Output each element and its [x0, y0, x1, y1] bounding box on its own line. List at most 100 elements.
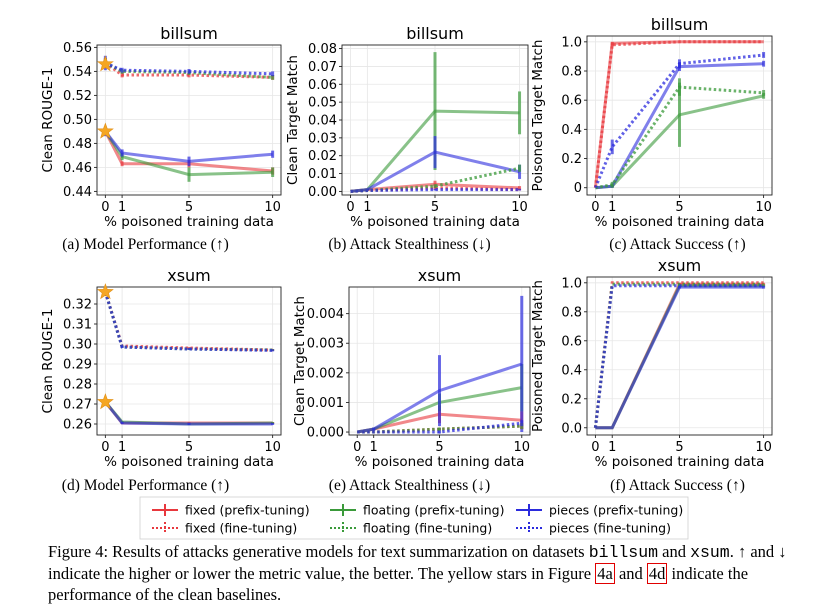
y-tick-label: 0.50 — [63, 113, 92, 128]
y-axis-label: Clean Target Match — [292, 296, 308, 426]
y-tick-label: 0.56 — [63, 41, 92, 56]
y-tick-label: 0.4 — [561, 363, 582, 378]
clean-baseline-star — [96, 283, 114, 300]
y-axis-label: Poisoned Target Match — [530, 40, 546, 192]
y-tick-label: 0.06 — [308, 78, 337, 93]
x-tick-label: 0 — [346, 200, 354, 215]
series-line-pieces-fine-tuning — [593, 284, 764, 428]
chart-xsum-clean-rouge: 0.26 0.27 0.28 0.29 0.30 0.31 0.32 0 1 5 10 xsum % p… — [40, 266, 282, 470]
x-tick-label: 0 — [101, 440, 109, 455]
y-tick-label: 0.8 — [561, 305, 582, 320]
x-tick-label: 5 — [185, 200, 193, 215]
figure-ref-4a[interactable]: 4a — [595, 563, 615, 584]
x-tick-label: 10 — [513, 440, 530, 455]
y-tick-label: 0.8 — [561, 65, 582, 80]
y-tick-label: 0.32 — [63, 298, 92, 313]
x-tick-label: 0 — [353, 440, 361, 455]
chart-billsum-clean-target-match: 0.00 0.01 0.02 0.03 0.04 0.05 0.06 0.07 0.08 0 1 5 1… — [285, 24, 529, 230]
y-tick-label: 0.48 — [63, 137, 92, 152]
legend-label: pieces (fine-tuning) — [549, 521, 671, 536]
chart-title: xsum — [658, 256, 702, 275]
x-tick-label: 1 — [118, 200, 126, 215]
x-axis-label: % poisoned training data — [350, 214, 520, 230]
y-tick-label: 0.00 — [308, 185, 337, 200]
y-axis-label: Poisoned Target Match — [530, 280, 546, 432]
clean-baseline-star — [96, 393, 114, 410]
caption-text-4: indicate the performance of the clean ba… — [48, 564, 749, 604]
series-line-pieces-prefix-tuning — [104, 401, 273, 426]
chart-title: billsum — [651, 15, 709, 34]
subcaption-a: (a) Model Performance (↑) — [62, 236, 229, 253]
x-tick-label: 0 — [591, 200, 599, 215]
y-axis-label: Clean ROUGE-1 — [40, 309, 56, 414]
series-line-pieces-prefix-tuning — [350, 150, 520, 193]
x-tick-label: 5 — [435, 440, 443, 455]
x-tick-label: 0 — [101, 200, 109, 215]
chart-title: xsum — [418, 266, 462, 285]
y-tick-label: 0.28 — [63, 378, 92, 393]
y-tick-label: 0.6 — [561, 94, 582, 109]
x-tick-label: 1 — [363, 200, 371, 215]
subcaption-b: (b) Attack Stealthiness (↓) — [328, 236, 491, 253]
y-axis-label: Clean Target Match — [285, 55, 301, 185]
chart-title: billsum — [160, 24, 218, 43]
x-axis-label: % poisoned training data — [104, 214, 274, 230]
x-tick-label: 5 — [431, 200, 439, 215]
y-tick-label: 0.6 — [561, 334, 582, 349]
y-tick-label: 0.000 — [307, 426, 344, 441]
x-tick-label: 10 — [511, 200, 528, 215]
legend-label: floating (prefix-tuning) — [363, 503, 505, 518]
y-axis-label: Clean ROUGE-1 — [40, 68, 56, 173]
y-tick-label: 0.46 — [63, 161, 92, 176]
y-tick-label: 0.52 — [63, 89, 92, 104]
chart-xsum-clean-target-match: 0.000 0.001 0.002 0.003 0.004 0 1 5 10 xsum % pois… — [292, 266, 531, 470]
subcaption-e: (e) Attack Stealthiness (↓) — [328, 477, 491, 494]
caption-text-3: and — [614, 564, 647, 583]
y-tick-label: 0.29 — [63, 358, 92, 373]
legend-label: fixed (prefix-tuning) — [185, 503, 310, 518]
caption-and: and — [658, 542, 691, 561]
figure-ref-4d[interactable]: 4d — [646, 563, 668, 584]
caption-text-2: . ↑ and ↓ indicate the higher or lower t… — [48, 542, 787, 583]
y-tick-label: 1.0 — [561, 276, 582, 291]
x-tick-label: 0 — [591, 440, 599, 455]
x-tick-label: 5 — [675, 440, 683, 455]
y-tick-label: 0 — [574, 181, 582, 196]
legend-label: fixed (fine-tuning) — [185, 521, 297, 536]
y-tick-label: 0.02 — [308, 149, 337, 164]
x-tick-label: 1 — [370, 440, 378, 455]
subcaption-d: (d) Model Performance (↑) — [61, 477, 230, 494]
chart-title: billsum — [406, 24, 464, 43]
series-line-fixed-prefix-tuning — [593, 40, 764, 188]
legend: fixed (prefix-tuning) floating (prefix-tu… — [139, 496, 689, 540]
caption-text-1: Figure 4: Results of attacks generative … — [48, 542, 589, 561]
x-axis-label: % poisoned training data — [355, 454, 525, 470]
subcaption-c: (c) Attack Success (↑) — [609, 236, 746, 253]
x-tick-label: 10 — [264, 200, 281, 215]
x-tick-label: 5 — [185, 440, 193, 455]
series-line-pieces-fine-tuning — [104, 61, 273, 76]
y-tick-label: 0.31 — [63, 318, 92, 333]
y-tick-label: 0.07 — [308, 60, 337, 75]
y-tick-label: 0.002 — [307, 366, 344, 381]
y-tick-label: 0.27 — [63, 398, 92, 413]
legend-label: floating (fine-tuning) — [363, 521, 492, 536]
x-tick-label: 1 — [608, 440, 616, 455]
y-tick-label: 0.01 — [308, 167, 337, 182]
y-tick-label: 0.03 — [308, 131, 337, 146]
x-tick-label: 1 — [118, 440, 126, 455]
x-axis-label: % poisoned training data — [595, 214, 765, 230]
y-tick-label: 0.001 — [307, 396, 344, 411]
y-tick-label: 0.26 — [63, 418, 92, 433]
series-line-pieces-fine-tuning — [103, 291, 273, 352]
y-tick-label: 0.08 — [308, 42, 337, 57]
series-line-floating-fine-tuning — [595, 85, 764, 190]
y-tick-label: 0.30 — [63, 338, 92, 353]
series-line-fixed-fine-tuning — [104, 61, 273, 79]
x-tick-label: 10 — [755, 440, 772, 455]
caption-dataset-xsum: xsum — [690, 543, 730, 562]
x-axis-label: % poisoned training data — [104, 454, 274, 470]
y-tick-label: 0.2 — [561, 152, 582, 167]
y-tick-label: 0.04 — [308, 114, 337, 129]
legend-frame — [139, 496, 689, 540]
